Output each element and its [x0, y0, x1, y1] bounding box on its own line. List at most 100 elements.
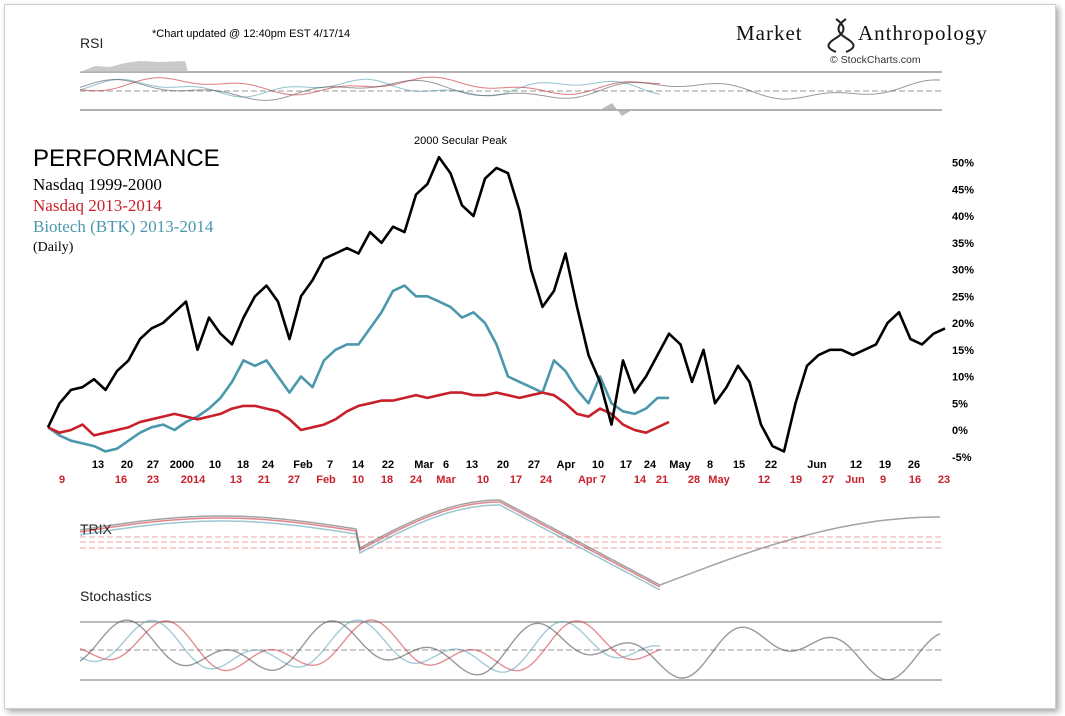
- x-tick-label-2014: 12: [758, 474, 770, 486]
- legend: PERFORMANCE Nasdaq 1999-2000 Nasdaq 2013…: [33, 145, 220, 255]
- rsi-panel: [79, 61, 942, 116]
- x-tick-label-2000: 24: [644, 459, 657, 471]
- x-tick-label-2000: 10: [592, 459, 604, 471]
- x-tick-label-2000: 17: [620, 459, 632, 471]
- legend-title: PERFORMANCE: [33, 145, 220, 172]
- rsi-line-biotech: [79, 78, 661, 98]
- series-nasdaq-2013-2014-line: [47, 391, 670, 437]
- x-tick-label-2000: 2000: [170, 459, 194, 471]
- x-tick-label-2014: 18: [381, 474, 393, 486]
- x-tick-label-2000: 15: [733, 459, 745, 471]
- x-tick-label-2014: 10: [477, 474, 489, 486]
- x-tick-label-2000: 7: [327, 459, 333, 471]
- rsi-shade: [80, 61, 188, 72]
- y-tick-label: 5%: [952, 398, 968, 410]
- x-tick-label-2000: Jun: [807, 459, 827, 471]
- x-tick-label-2014: 14: [634, 474, 647, 486]
- legend-item-nasdaq-2014: Nasdaq 2013-2014: [33, 196, 162, 215]
- stochastics-panel: [79, 619, 942, 681]
- y-tick-label: 40%: [952, 211, 974, 223]
- x-tick-label-2014: 21: [656, 474, 668, 486]
- stoch-line-biotech: [79, 619, 661, 673]
- dna-helix-icon: [827, 18, 855, 53]
- trix-line-biotech: [79, 504, 661, 591]
- x-tick-label-2014: 17: [510, 474, 522, 486]
- x-tick-label-2000: 20: [121, 459, 133, 471]
- x-tick-label-2000: Feb: [293, 459, 313, 471]
- x-tick-label-2014: 28: [688, 474, 700, 486]
- rsi-low-shade: [600, 103, 632, 116]
- brand-market: Market: [736, 21, 803, 45]
- x-tick-label-2000: 8: [707, 459, 713, 471]
- x-tick-label-2014: 27: [822, 474, 834, 486]
- x-tick-label-2014: 9: [880, 474, 886, 486]
- x-tick-label-2014: 27: [288, 474, 300, 486]
- x-tick-label-2014: 16: [909, 474, 921, 486]
- y-tick-label: 15%: [952, 345, 974, 357]
- rsi-line-nasdaq-2014: [79, 76, 661, 96]
- y-tick-label: 25%: [952, 291, 974, 303]
- y-tick-label: 30%: [952, 265, 974, 277]
- stoch-line-nasdaq-2000: [79, 619, 941, 681]
- x-tick-label-2000: 22: [765, 459, 777, 471]
- x-tick-label-2000: 18: [237, 459, 249, 471]
- x-tick-label-2014: 23: [147, 474, 159, 486]
- x-tick-label-2014: May: [708, 474, 730, 486]
- update-note: *Chart updated @ 12:40pm EST 4/17/14: [152, 28, 350, 40]
- x-tick-label-2000: 27: [528, 459, 540, 471]
- x-tick-label-2000: 6: [443, 459, 449, 471]
- copyright-label: © StockCharts.com: [830, 54, 921, 66]
- y-tick-label: 0%: [952, 425, 968, 437]
- stochastics-label: Stochastics: [80, 588, 152, 604]
- x-tick-label-2014: 19: [790, 474, 802, 486]
- y-tick-label: 35%: [952, 238, 974, 250]
- y-tick-label: 20%: [952, 318, 974, 330]
- y-tick-label: 10%: [952, 372, 974, 384]
- stoch-line-nasdaq-2014: [79, 619, 661, 672]
- legend-item-biotech: Biotech (BTK) 2013-2014: [33, 217, 214, 236]
- series-biotech-line: [47, 284, 669, 453]
- secular-peak-annotation: 2000 Secular Peak: [414, 135, 507, 147]
- x-tick-label-2000: 19: [879, 459, 891, 471]
- x-tick-label-2000: 24: [262, 459, 275, 471]
- rsi-line-nasdaq-2000: [79, 78, 941, 101]
- x-tick-label-2014: Feb: [316, 474, 336, 486]
- trix-panel: [79, 499, 942, 591]
- chart-frame: [4, 4, 1056, 709]
- x-tick-label-2014: Jun: [845, 474, 865, 486]
- legend-note: (Daily): [33, 240, 74, 255]
- x-tick-label-2014: 21: [258, 474, 270, 486]
- x-tick-label-2000: May: [669, 459, 691, 471]
- x-tick-label-2000: 12: [850, 459, 862, 471]
- x-tick-label-2014: 13: [230, 474, 242, 486]
- x-tick-label-2014: 24: [540, 474, 553, 486]
- x-tick-label-2014: Apr 7: [578, 474, 606, 486]
- x-tick-label-2000: 27: [147, 459, 159, 471]
- x-tick-label-2014: 16: [115, 474, 127, 486]
- trix-line-nasdaq-2014: [79, 501, 661, 588]
- y-tick-label: 45%: [952, 184, 974, 196]
- x-tick-label-2000: Apr: [557, 459, 577, 471]
- x-tick-label-2014: 23: [938, 474, 950, 486]
- x-tick-label-2000: 14: [352, 459, 365, 471]
- y-tick-label: -5%: [952, 452, 972, 464]
- x-tick-label-2000: Mar: [414, 459, 434, 471]
- x-tick-label-2000: 22: [382, 459, 394, 471]
- trix-line-nasdaq-2000: [79, 499, 940, 586]
- x-tick-label-2000: 13: [92, 459, 104, 471]
- y-tick-label: 50%: [952, 158, 974, 170]
- x-tick-label-2000: 20: [497, 459, 509, 471]
- x-tick-label-2014: 2014: [181, 474, 206, 486]
- x-tick-label-2014: 24: [410, 474, 423, 486]
- x-tick-label-2000: 10: [209, 459, 221, 471]
- series-nasdaq-1999-2000-line: [46, 155, 946, 453]
- x-tick-label-2014: 9: [59, 474, 65, 486]
- x-tick-label-2000: 26: [908, 459, 920, 471]
- rsi-label: RSI: [80, 35, 103, 51]
- legend-item-nasdaq-2000: Nasdaq 1999-2000: [33, 175, 162, 194]
- brand-anthropology: Anthropology: [858, 21, 988, 45]
- x-tick-label-2000: 13: [466, 459, 478, 471]
- x-tick-label-2014: 10: [352, 474, 364, 486]
- x-tick-label-2014: Mar: [436, 474, 456, 486]
